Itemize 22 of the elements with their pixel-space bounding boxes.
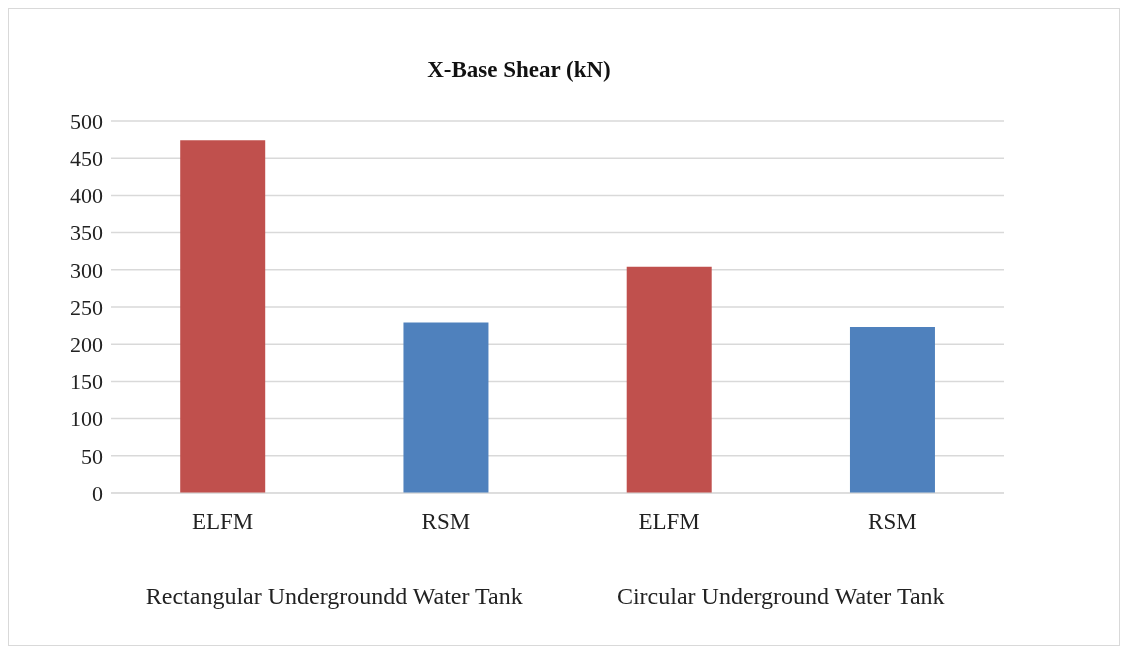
y-tick-label: 150 (70, 369, 103, 395)
y-tick-label: 350 (70, 220, 103, 246)
y-tick-label: 300 (70, 257, 103, 283)
chart-title: X-Base Shear (kN) (426, 57, 612, 83)
text: Circular Underground Water Tank (615, 582, 946, 611)
x-tick-label: RSM (868, 509, 917, 535)
x-tick-label: ELFM (638, 509, 700, 535)
y-tick-label: 400 (70, 183, 103, 209)
bar (180, 140, 266, 493)
y-tick-label: 100 (70, 406, 103, 432)
x-tick-label: RSM (421, 509, 471, 535)
y-tick-label: 200 (70, 332, 103, 358)
y-tick-label: 0 (92, 480, 103, 506)
bar (403, 322, 489, 493)
y-tick-label: 500 (70, 108, 103, 134)
y-tick-label: 450 (70, 146, 103, 172)
text: Rectangular Undergroundd Water Tank (144, 582, 524, 611)
y-tick-label: 250 (70, 294, 103, 320)
bar (849, 327, 935, 493)
bar (626, 266, 712, 493)
x-tick-label: ELFM (191, 509, 254, 535)
y-tick-label: 50 (81, 443, 103, 469)
